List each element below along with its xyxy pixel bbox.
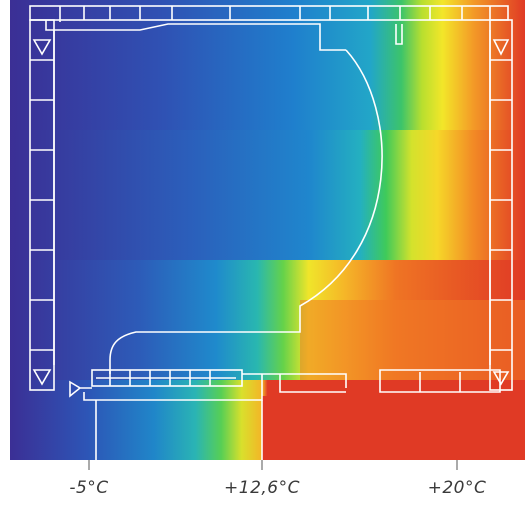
interior-warm-zone [262,396,525,460]
legend-label-warm: +20°C [427,478,487,498]
legend-label-mid: +12,6°C [224,478,300,498]
warm-sill-zone [300,300,525,380]
legend-label-cold: -5°C [69,478,109,498]
top-frame [29,5,509,21]
profile-outline [29,5,513,460]
sill-profile [91,369,243,387]
field-top [10,0,525,130]
field-mid [10,130,525,260]
